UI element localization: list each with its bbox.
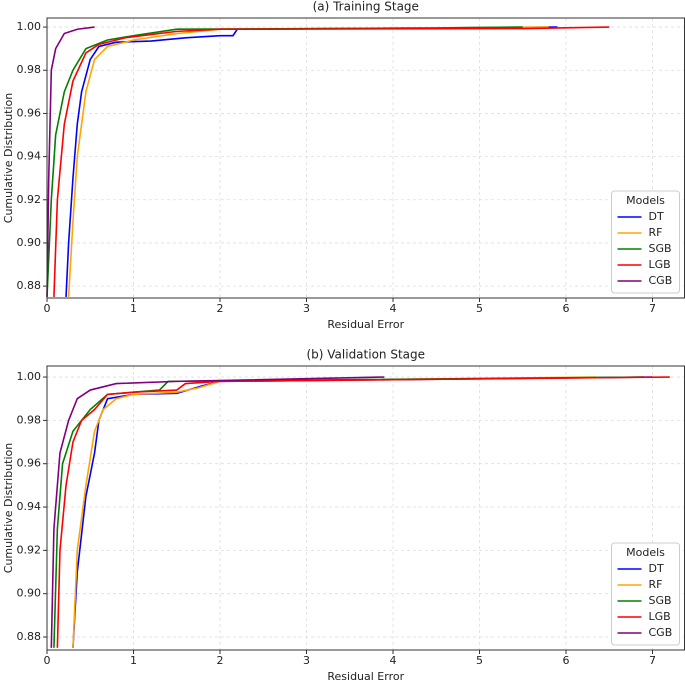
legend-label: LGB (649, 610, 671, 623)
x-tick-label: 1 (130, 302, 137, 315)
y-tick-label: 0.98 (17, 63, 42, 76)
series-line (56, 376, 670, 648)
legend-label: RF (649, 578, 663, 591)
y-tick-label: 0.90 (17, 236, 42, 249)
series-line (46, 26, 523, 297)
x-tick-label: 6 (562, 654, 569, 667)
series-line (46, 26, 95, 297)
y-tick-label: 0.98 (17, 413, 42, 426)
series-line (72, 376, 653, 648)
legend-label: CGB (649, 274, 673, 287)
x-axis-label: Residual Error (327, 318, 404, 331)
y-tick-label: 0.96 (17, 106, 42, 119)
x-tick-label: 5 (476, 654, 483, 667)
series-line (53, 26, 610, 297)
series-line (65, 26, 558, 297)
legend-title: Models (626, 546, 665, 559)
x-tick-label: 7 (649, 302, 656, 315)
series-line (50, 376, 385, 648)
series-line (53, 376, 644, 648)
legend-label: CGB (649, 626, 673, 639)
x-tick-label: 4 (389, 302, 396, 315)
legend-label: SGB (649, 242, 672, 255)
x-tick-label: 2 (216, 654, 223, 667)
y-tick-label: 0.90 (17, 587, 42, 600)
y-tick-label: 0.92 (17, 193, 42, 206)
legend-label: DT (649, 562, 664, 575)
y-tick-label: 0.88 (17, 279, 42, 292)
y-tick-label: 0.96 (17, 457, 42, 470)
legend-title: Models (626, 194, 665, 207)
legend-label: DT (649, 210, 664, 223)
y-tick-label: 0.94 (17, 150, 42, 163)
x-tick-label: 0 (44, 654, 51, 667)
legend-label: RF (649, 226, 663, 239)
plot-frame (46, 17, 685, 299)
x-tick-label: 3 (303, 654, 310, 667)
y-tick-label: 0.94 (17, 500, 42, 513)
legend-label: SGB (649, 594, 672, 607)
x-tick-label: 0 (44, 302, 51, 315)
x-tick-label: 1 (130, 654, 137, 667)
y-tick-label: 1.00 (17, 370, 42, 383)
series-line (67, 26, 549, 297)
x-axis-label: Residual Error (327, 670, 404, 680)
x-tick-label: 5 (476, 302, 483, 315)
y-axis-label: Cumulative Distribution (2, 443, 15, 573)
y-axis-label: Cumulative Distribution (2, 93, 15, 223)
y-tick-label: 0.92 (17, 543, 42, 556)
chart-title: (b) Validation Stage (306, 348, 425, 362)
plot-frame (46, 365, 685, 651)
series-line (72, 376, 597, 648)
legend-label: LGB (649, 258, 671, 271)
x-tick-label: 2 (216, 302, 223, 315)
x-tick-label: 3 (303, 302, 310, 315)
x-tick-label: 6 (562, 302, 569, 315)
y-tick-label: 1.00 (17, 20, 42, 33)
chart-title: (a) Training Stage (313, 0, 419, 14)
y-tick-label: 0.88 (17, 630, 42, 643)
x-tick-label: 7 (649, 654, 656, 667)
x-tick-label: 4 (389, 654, 396, 667)
